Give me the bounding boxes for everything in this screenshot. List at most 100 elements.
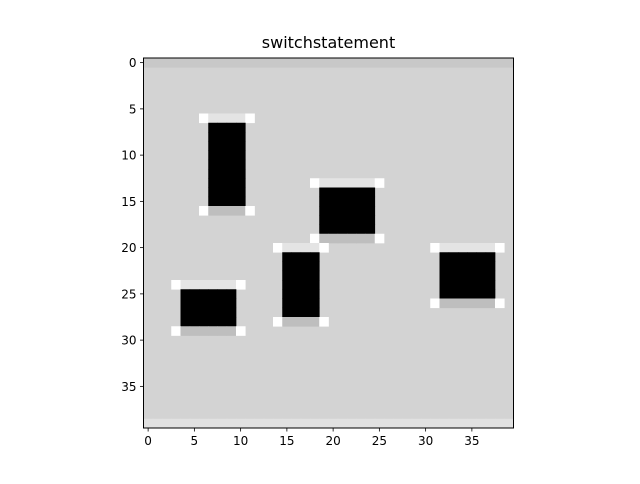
- image-cell: [439, 58, 450, 68]
- image-cell: [458, 280, 468, 290]
- image-cell: [236, 122, 246, 133]
- image-cell: [310, 178, 320, 188]
- image-cell: [245, 418, 255, 429]
- image-cell: [467, 243, 477, 253]
- image-cell: [328, 178, 339, 188]
- image-cell: [300, 270, 311, 281]
- image-cell: [282, 261, 292, 272]
- image-cell: [226, 326, 237, 336]
- image-cell: [310, 252, 320, 262]
- image-cell: [365, 178, 376, 188]
- image-cell: [411, 58, 422, 68]
- image-cell: [199, 298, 209, 309]
- image-cell: [365, 58, 376, 68]
- image-cell: [439, 298, 450, 309]
- image-cell: [217, 122, 228, 133]
- image-cell: [328, 196, 339, 207]
- image-cell: [319, 233, 329, 244]
- image-cell: [504, 418, 514, 429]
- x-tick-label: 30: [418, 434, 433, 448]
- image-cell: [189, 317, 200, 327]
- image-cell: [365, 206, 376, 216]
- image-cell: [467, 58, 477, 68]
- image-cell: [476, 252, 487, 262]
- image-cell: [208, 132, 218, 142]
- image-cell: [143, 58, 154, 68]
- image-cell: [226, 159, 237, 170]
- image-cell: [217, 113, 228, 124]
- image-cell: [300, 280, 311, 290]
- image-cell: [310, 317, 320, 327]
- image-cell: [180, 280, 191, 290]
- image-cell: [476, 243, 487, 253]
- image-cell: [347, 187, 357, 198]
- image-cell: [180, 298, 191, 309]
- image-cell: [319, 243, 329, 253]
- y-tick-label: 25: [121, 287, 136, 301]
- image-cell: [217, 159, 228, 170]
- image-cell: [226, 132, 237, 142]
- image-cell: [374, 233, 385, 244]
- image-cell: [189, 280, 200, 290]
- image-cell: [393, 418, 403, 429]
- image-cell: [236, 418, 246, 429]
- image-cell: [208, 317, 218, 327]
- image-cell: [347, 418, 357, 429]
- image-cell: [347, 233, 357, 244]
- image-cell: [319, 187, 329, 198]
- image-cell: [226, 298, 237, 309]
- image-cell: [171, 58, 181, 68]
- image-cell: [282, 252, 292, 262]
- image-cell: [310, 307, 320, 318]
- image-cell: [273, 58, 283, 68]
- image-cell: [282, 243, 292, 253]
- image-cell: [236, 141, 246, 151]
- image-cell: [337, 215, 348, 225]
- image-cell: [208, 150, 218, 161]
- image-cell: [448, 252, 459, 262]
- image-cell: [226, 169, 237, 179]
- image-cell: [356, 233, 366, 244]
- image-cell: [199, 326, 209, 336]
- image-cell: [226, 178, 237, 188]
- image-cell: [476, 270, 487, 281]
- image-cell: [208, 187, 218, 198]
- image-cell: [273, 418, 283, 429]
- y-tick-label: 15: [121, 195, 136, 209]
- image-cell: [411, 418, 422, 429]
- image-cell: [337, 178, 348, 188]
- image-cell: [199, 317, 209, 327]
- image-cell: [291, 280, 302, 290]
- image-cell: [328, 58, 339, 68]
- image-cell: [282, 270, 292, 281]
- image-cell: [208, 206, 218, 216]
- image-cell: [458, 270, 468, 281]
- image-cell: [365, 215, 376, 225]
- image-cell: [236, 159, 246, 170]
- image-cell: [199, 113, 209, 124]
- image-cell: [217, 317, 228, 327]
- image-cell: [448, 298, 459, 309]
- image-cell: [162, 418, 172, 429]
- image-cell: [199, 307, 209, 318]
- image-cell: [208, 169, 218, 179]
- image-cell: [467, 270, 477, 281]
- image-cell: [282, 280, 292, 290]
- image-cell: [217, 58, 228, 68]
- image-cell: [458, 261, 468, 272]
- x-tick-label: 10: [233, 434, 248, 448]
- image-cell: [430, 243, 440, 253]
- image-cell: [263, 418, 274, 429]
- image-cell: [485, 289, 496, 299]
- image-cell: [439, 280, 450, 290]
- image-cell: [347, 58, 357, 68]
- image-cell: [291, 252, 302, 262]
- image-cell: [439, 252, 450, 262]
- image-cell: [347, 196, 357, 207]
- image-cell: [263, 58, 274, 68]
- image-cell: [226, 150, 237, 161]
- image-cell: [208, 178, 218, 188]
- image-cell: [236, 280, 246, 290]
- image-cell: [226, 58, 237, 68]
- image-cell: [208, 58, 218, 68]
